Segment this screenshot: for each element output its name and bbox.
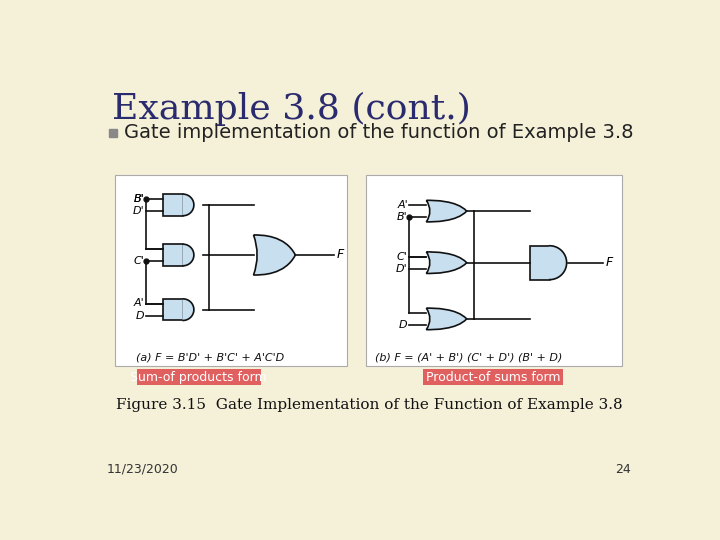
Text: A': A'	[397, 200, 408, 210]
FancyBboxPatch shape	[366, 175, 621, 366]
Text: B': B'	[134, 194, 144, 204]
Polygon shape	[183, 244, 194, 266]
Text: A': A'	[134, 299, 144, 308]
Text: D: D	[399, 320, 408, 330]
PathPatch shape	[253, 235, 295, 275]
PathPatch shape	[426, 200, 467, 222]
Text: Product-of sums form: Product-of sums form	[426, 370, 560, 383]
Text: F: F	[336, 248, 343, 261]
Text: 11/23/2020: 11/23/2020	[107, 463, 179, 476]
Text: Gate implementation of the function of Example 3.8: Gate implementation of the function of E…	[124, 123, 634, 142]
Text: B': B'	[134, 194, 144, 204]
FancyBboxPatch shape	[423, 369, 563, 385]
PathPatch shape	[163, 299, 183, 320]
Text: D': D'	[132, 206, 144, 216]
PathPatch shape	[530, 246, 549, 280]
FancyBboxPatch shape	[137, 369, 261, 385]
PathPatch shape	[163, 244, 183, 266]
Polygon shape	[549, 246, 567, 280]
PathPatch shape	[426, 308, 467, 330]
PathPatch shape	[426, 252, 467, 273]
Text: 24: 24	[615, 463, 631, 476]
Text: B': B'	[397, 212, 408, 222]
PathPatch shape	[163, 194, 183, 215]
Text: (b) F = (A' + B') (C' + D') (B' + D): (b) F = (A' + B') (C' + D') (B' + D)	[375, 352, 562, 362]
FancyBboxPatch shape	[114, 175, 347, 366]
Text: F: F	[606, 256, 613, 269]
Text: Figure 3.15  Gate Implementation of the Function of Example 3.8: Figure 3.15 Gate Implementation of the F…	[116, 398, 622, 412]
Text: D: D	[135, 311, 144, 321]
Text: C': C'	[397, 252, 408, 261]
Text: Example 3.8 (cont.): Example 3.8 (cont.)	[112, 92, 471, 126]
Polygon shape	[183, 194, 194, 215]
Polygon shape	[183, 299, 194, 320]
Text: Sum-of products form: Sum-of products form	[130, 370, 267, 383]
Text: D': D'	[396, 264, 408, 274]
Text: (a) F = B'D' + B'C' + A'C'D: (a) F = B'D' + B'C' + A'C'D	[137, 352, 284, 362]
Text: C': C'	[133, 256, 144, 266]
